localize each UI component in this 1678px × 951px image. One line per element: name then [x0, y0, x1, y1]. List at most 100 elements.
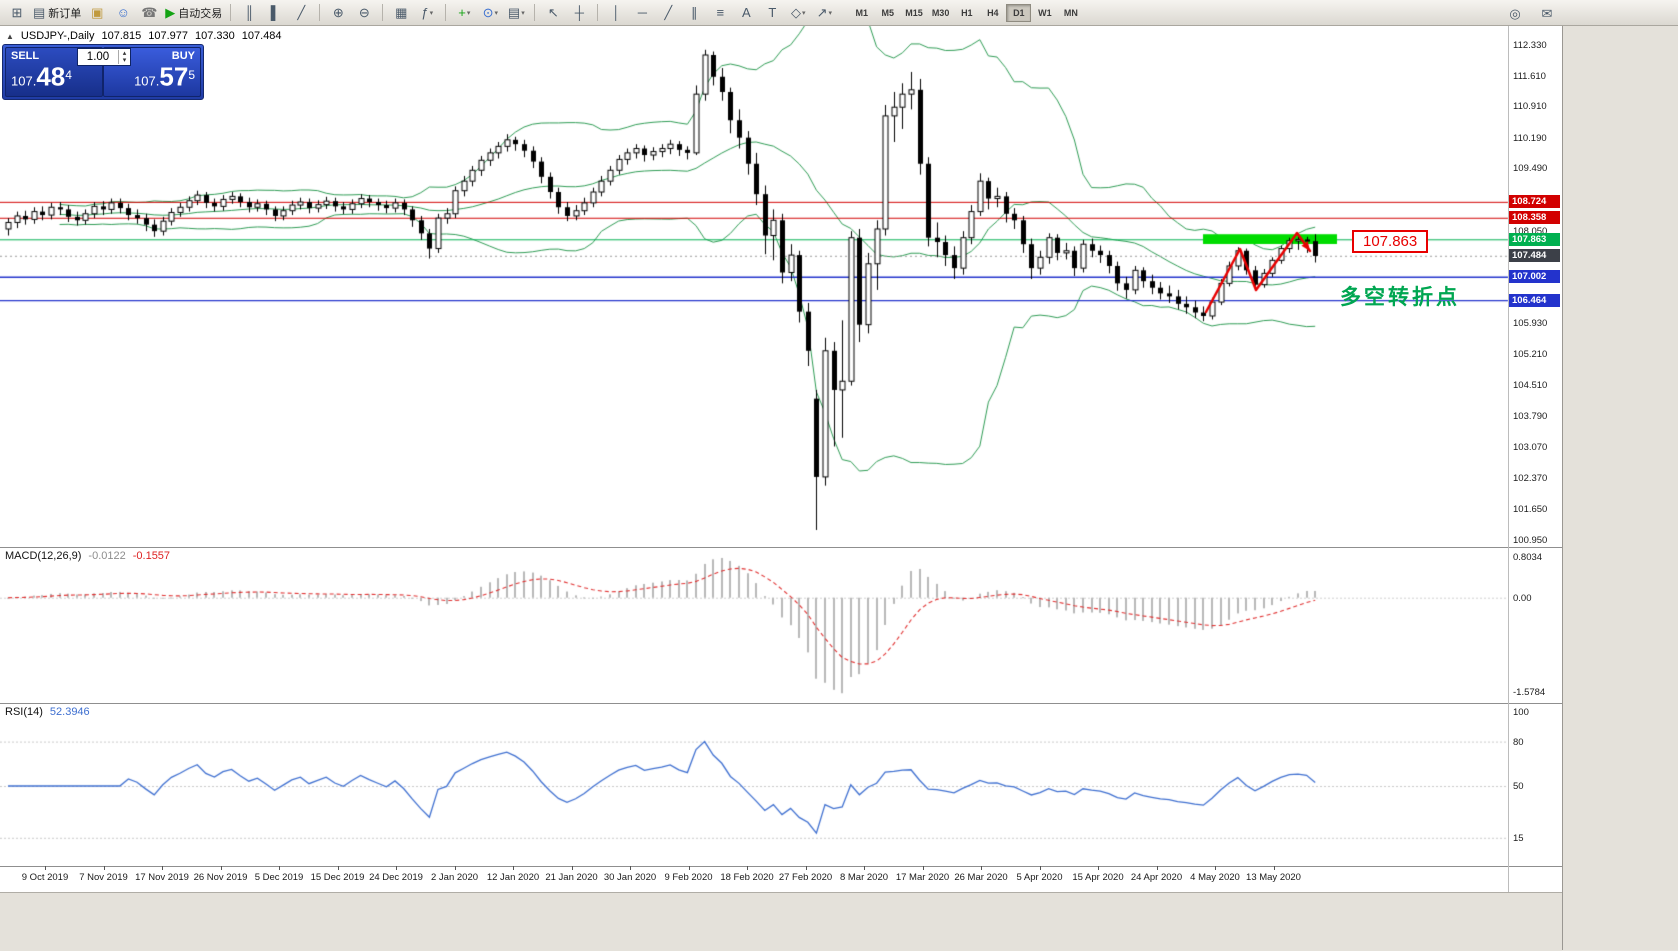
date-tick — [1039, 866, 1041, 870]
date-tick — [571, 866, 573, 870]
timeframe-m5[interactable]: M5 — [875, 4, 900, 22]
timeframe-m15[interactable]: M15 — [901, 4, 927, 22]
fibonacci-icon[interactable]: ≡ — [716, 5, 725, 20]
timeframe-mn[interactable]: MN — [1058, 4, 1083, 22]
arrows-icon[interactable]: ↗ ▾ — [816, 4, 832, 20]
message-icon[interactable]: ✉ — [1541, 6, 1553, 21]
one-click-toggle-icon[interactable]: ▲ — [6, 31, 14, 41]
rsi-axis-label: 50 — [1513, 781, 1524, 792]
date-tick — [220, 866, 222, 870]
templates-icon[interactable]: ▤ ▾ — [507, 4, 525, 20]
macd-signal-value: -0.1557 — [132, 550, 171, 562]
turning-point-note: 多空转折点 — [1340, 286, 1460, 309]
date-tick — [1098, 866, 1099, 870]
macd-panel-separator[interactable] — [0, 547, 1562, 548]
date-label: 24 Dec 2019 — [369, 872, 423, 883]
open-value: 107.815 — [101, 30, 142, 42]
window-right-area — [1562, 26, 1678, 950]
rsi-axis-label: 100 — [1513, 707, 1529, 718]
channel-icon[interactable]: ∥ — [691, 4, 698, 20]
timeframe-h1[interactable]: H1 — [954, 4, 979, 22]
autotrading-button[interactable]: ▶ 自动交易 — [165, 4, 223, 20]
timeframe-m1[interactable]: M1 — [849, 4, 874, 22]
zoom-out-icon[interactable]: ⊖ — [358, 4, 370, 20]
price-axis-label: 105.210 — [1513, 349, 1548, 361]
window-bottom-area — [0, 892, 1562, 951]
date-label: 21 Jan 2020 — [545, 872, 598, 883]
date-label: 30 Jan 2020 — [603, 872, 657, 883]
timeframe-d1[interactable]: D1 — [1006, 3, 1032, 22]
buy-button[interactable]: BUY 107.575 — [103, 47, 201, 97]
search-icon[interactable]: ◎ — [1509, 6, 1521, 21]
periods-icon[interactable]: ⊙ ▾ — [482, 4, 498, 20]
buy-label: BUY — [171, 50, 195, 62]
time-axis-separator — [0, 866, 1562, 867]
price-axis-label: 111.610 — [1513, 70, 1546, 82]
label-icon[interactable]: T — [768, 5, 777, 20]
community-icon[interactable]: ☺ — [116, 5, 130, 20]
price-tag: 107.863 — [1509, 232, 1560, 246]
high-value: 107.977 — [148, 30, 189, 42]
toolbar: ⊞ ▤ 新订单 ▣ ☺ ☎ ▶ 自动交易 ║ ▌ ╱ ⊕ ⊖ ▦ ƒ ▾ + ▾ ⊙ ▾ ▤ ▾ ↖ ┼ │ ─ ╱ ∥ ≡ A T ◇ ▾ ↗ ▾… — [0, 0, 1678, 26]
symbol-label: USDJPY-,Daily — [20, 30, 95, 42]
shapes-icon[interactable]: ◇ ▾ — [791, 4, 806, 20]
horizontal-line-icon[interactable]: ─ — [637, 5, 647, 20]
date-tick — [162, 866, 163, 870]
rsi-panel-separator[interactable] — [0, 703, 1562, 704]
volume-input[interactable]: 1.00 ▴ ▾ — [77, 48, 131, 66]
price-axis-label: 100.950 — [1513, 534, 1548, 546]
crosshair-icon[interactable]: ┼ — [574, 5, 584, 20]
date-tick — [396, 866, 397, 870]
date-label: 2 Jan 2020 — [430, 872, 479, 883]
zoom-in-icon[interactable]: ⊕ — [332, 4, 344, 20]
date-label: 13 May 2020 — [1246, 872, 1301, 883]
date-tick — [747, 866, 748, 870]
date-tick — [981, 866, 982, 870]
date-tick — [337, 866, 339, 870]
date-label: 8 Mar 2020 — [839, 872, 889, 883]
new-order-button[interactable]: ▤ 新订单 — [33, 4, 82, 20]
price-axis-label: 112.330 — [1513, 39, 1547, 51]
macd-main-value: -0.0122 — [88, 550, 126, 562]
date-tick — [1215, 866, 1216, 870]
date-label: 15 Dec 2019 — [310, 872, 365, 883]
date-label: 9 Feb 2020 — [664, 872, 713, 883]
indicators-icon[interactable]: ƒ ▾ — [421, 5, 434, 20]
timeframe-m30[interactable]: M30 — [928, 4, 954, 22]
text-icon[interactable]: A — [741, 5, 751, 20]
tile-windows-icon[interactable]: ▦ — [395, 4, 408, 20]
add-chart-icon[interactable]: + ▾ — [458, 5, 471, 20]
date-tick — [454, 866, 456, 870]
price-axis-label: 110.910 — [1513, 101, 1547, 113]
macd-axis-label: 0.00 — [1513, 592, 1532, 604]
date-label: 4 May 2020 — [1190, 872, 1240, 883]
vertical-line-icon[interactable]: │ — [612, 5, 621, 20]
price-axis-separator — [1508, 26, 1509, 892]
date-label: 26 Mar 2020 — [954, 872, 1008, 883]
rsi-axis-label: 80 — [1513, 736, 1524, 748]
trendline-icon[interactable]: ╱ — [664, 4, 673, 20]
line-chart-icon[interactable]: ╱ — [297, 4, 306, 20]
date-label: 12 Jan 2020 — [486, 872, 540, 883]
cursor-icon[interactable]: ↖ — [547, 4, 559, 20]
bar-chart-icon[interactable]: ║ — [244, 5, 254, 20]
date-tick — [805, 866, 807, 870]
price-axis-label: 109.490 — [1513, 163, 1548, 175]
date-tick — [1273, 866, 1275, 870]
timeframe-h4[interactable]: H4 — [980, 4, 1005, 22]
toolbar-right-icons: ◎ ✉ — [1502, 3, 1560, 25]
date-tick — [688, 866, 690, 870]
price-tag: 107.002 — [1509, 270, 1560, 284]
price-axis-label: 103.790 — [1513, 410, 1548, 422]
price-axis-label: 103.070 — [1513, 442, 1548, 454]
candlestick-chart-icon[interactable]: ▌ — [270, 5, 280, 20]
price-callout[interactable]: 107.863 — [1352, 230, 1429, 253]
volume-spinner-icon[interactable]: ▴ ▾ — [118, 50, 130, 64]
rsi-value: 52.3946 — [49, 706, 90, 718]
support-icon[interactable]: ☎ — [141, 4, 158, 20]
new-chart-icon[interactable]: ⊞ — [11, 4, 23, 20]
timeframe-w1[interactable]: W1 — [1032, 4, 1057, 22]
charts-profile-icon[interactable]: ▣ — [91, 4, 104, 20]
price-axis-label: 102.370 — [1513, 472, 1548, 484]
